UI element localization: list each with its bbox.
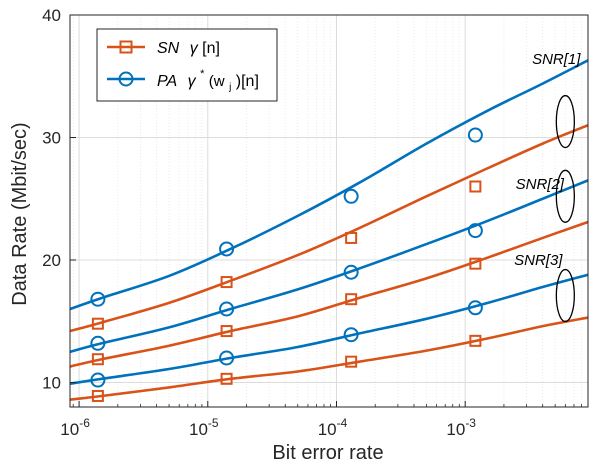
snr-annotations: SNR[1] SNR[2] SNR[3] bbox=[514, 51, 581, 323]
legend-sub-pa: j bbox=[228, 82, 231, 93]
snr-ellipse bbox=[555, 94, 575, 149]
data-point-square bbox=[345, 355, 358, 368]
data-point-square bbox=[91, 353, 104, 366]
data-point-circle bbox=[219, 350, 235, 366]
data-point-square bbox=[91, 389, 104, 402]
x-axis-label: Bit error rate bbox=[272, 442, 383, 464]
snr-ellipse bbox=[555, 268, 575, 323]
legend-index-sn: [n] bbox=[202, 40, 220, 57]
legend-gamma-pa: γ bbox=[188, 73, 197, 90]
data-point-circle bbox=[467, 300, 483, 316]
series-markers bbox=[90, 127, 483, 402]
data-point-square bbox=[469, 257, 482, 270]
legend-name-pa: PA bbox=[157, 73, 177, 90]
legend-w-pa: (w bbox=[209, 73, 225, 90]
data-point-circle bbox=[90, 335, 106, 351]
snr-label: SNR[1] bbox=[532, 51, 581, 68]
legend-label-sn: SN γ [n] bbox=[157, 40, 220, 57]
y-tick-label: 20 bbox=[42, 251, 61, 270]
plot-frame bbox=[69, 14, 589, 408]
series-line-pa bbox=[69, 273, 589, 386]
legend-marker-circle bbox=[118, 71, 134, 87]
data-point-square bbox=[220, 276, 233, 289]
snr-label: SNR[3] bbox=[514, 252, 563, 269]
data-point-circle bbox=[343, 264, 359, 280]
x-tick-label: 10-6 bbox=[60, 416, 90, 439]
y-axis-label: Data Rate (Mbit/sec) bbox=[9, 122, 31, 305]
data-point-square bbox=[220, 372, 233, 385]
data-point-square bbox=[345, 231, 358, 244]
legend-name-sn: SN bbox=[157, 40, 180, 57]
data-point-square bbox=[220, 325, 233, 338]
data-point-circle bbox=[219, 241, 235, 257]
x-tick-label: 10-5 bbox=[189, 416, 219, 439]
series-line-pa bbox=[69, 179, 589, 354]
x-tick-label: 10-3 bbox=[446, 416, 476, 439]
data-point-square bbox=[469, 334, 482, 347]
data-point-square bbox=[91, 317, 104, 330]
snr-label: SNR[2] bbox=[516, 176, 565, 193]
data-point-circle bbox=[467, 223, 483, 239]
series-line-sn bbox=[69, 220, 589, 368]
legend: SN γ [n] PA γ * (w j )[n] bbox=[96, 28, 278, 102]
legend-star-pa: * bbox=[200, 68, 205, 80]
legend-marker-square bbox=[119, 40, 133, 54]
y-tick-label: 10 bbox=[42, 374, 61, 393]
x-tick-label: 10-4 bbox=[318, 416, 348, 439]
data-point-circle bbox=[343, 188, 359, 204]
data-point-square bbox=[345, 293, 358, 306]
series-lines bbox=[69, 59, 589, 401]
series-line-sn bbox=[69, 316, 589, 401]
y-tick-label: 40 bbox=[42, 6, 61, 25]
legend-entry-pa: PA γ * (w j )[n] bbox=[107, 64, 259, 94]
series-line-sn bbox=[69, 124, 589, 333]
axis-ticks: 10-6 10-5 10-4 10-3 10 20 30 40 bbox=[42, 6, 582, 439]
legend-box bbox=[96, 28, 278, 102]
data-point-circle bbox=[467, 127, 483, 143]
legend-index-pa: )[n] bbox=[236, 73, 259, 90]
data-point-circle bbox=[90, 291, 106, 307]
legend-gamma-sn: γ bbox=[190, 40, 199, 57]
data-point-circle bbox=[90, 372, 106, 388]
legend-entry-sn: SN γ [n] bbox=[107, 40, 220, 57]
data-point-circle bbox=[343, 327, 359, 343]
data-point-square bbox=[469, 180, 482, 193]
data-point-circle bbox=[219, 301, 235, 317]
y-tick-label: 30 bbox=[42, 129, 61, 148]
legend-label-pa: PA γ * (w j )[n] bbox=[157, 64, 259, 94]
series-line-pa bbox=[69, 59, 589, 311]
snr-ellipse bbox=[555, 169, 575, 223]
